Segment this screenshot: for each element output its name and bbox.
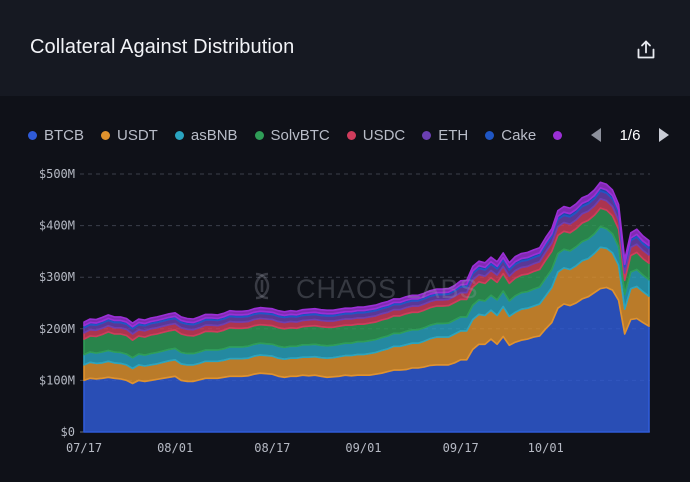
legend-item[interactable]: ETH [422,127,468,144]
y-tick-label: $500M [39,167,75,181]
legend-item[interactable]: asBNB [174,126,238,144]
chaos-labs-logo-icon [254,272,270,300]
y-tick-label: $0 [61,425,75,439]
y-tick-label: $300M [39,270,75,284]
x-tick-label: 08/01 [157,441,193,455]
legend-item[interactable]: Cake [485,127,536,144]
legend-dot [346,130,356,140]
legend-item[interactable]: USDC [346,126,406,144]
legend-label: Cake [501,126,537,144]
legend-item[interactable]: SolvBTC [254,126,330,144]
page-title: Collateral Against Distribution [30,36,295,58]
watermark-text: CHAOS LABS [296,274,479,304]
legend-label: USDC [362,126,406,144]
share-button[interactable] [628,32,664,68]
x-tick-label: 07/17 [66,441,102,455]
legend-item[interactable]: USDT [101,127,158,144]
legend-page-indicator: 1/6 [619,126,641,144]
legend-label: asBNB [190,126,238,144]
chevron-right-icon[interactable] [658,128,669,142]
x-tick-label: 10/01 [528,441,564,455]
legend-pager: 1/6 [591,124,669,146]
legend-dot [101,130,111,140]
legend-item[interactable] [553,130,569,140]
legend-item[interactable]: BTCB [28,127,84,144]
chart-areas [83,181,650,433]
legend-dot [553,130,563,140]
legend-dot [28,130,37,140]
legend-label: SolvBTC [270,126,330,144]
share-icon [637,40,655,59]
legend-dot [485,130,495,140]
x-tick-label: 08/17 [254,441,290,455]
legend-dot [254,130,264,140]
chevron-left-icon[interactable] [591,128,601,142]
legend-dot [174,130,184,140]
legend-label: USDT [117,126,158,144]
legend-dot [422,130,432,140]
y-tick-label: $200M [39,322,75,336]
x-tick-label: 09/01 [345,441,381,455]
series-area[interactable] [83,181,650,328]
x-tick-label: 09/17 [443,441,479,455]
y-axis-labels: $0 $100M $200M $300M $400M $500M [39,167,75,439]
y-tick-label: $400M [39,219,75,233]
legend-label: ETH [438,126,469,144]
y-tick-label: $100M [39,373,75,387]
chart-legend: BTCB USDT asBNB SolvBTC USDC ETH Cake [28,124,580,146]
x-axis-labels: 07/17 08/01 08/17 09/01 09/17 10/01 [66,441,564,455]
watermark: CHAOS LABS [254,272,479,304]
card-header: Collateral Against Distribution [0,0,690,96]
legend-label: BTCB [44,126,85,144]
